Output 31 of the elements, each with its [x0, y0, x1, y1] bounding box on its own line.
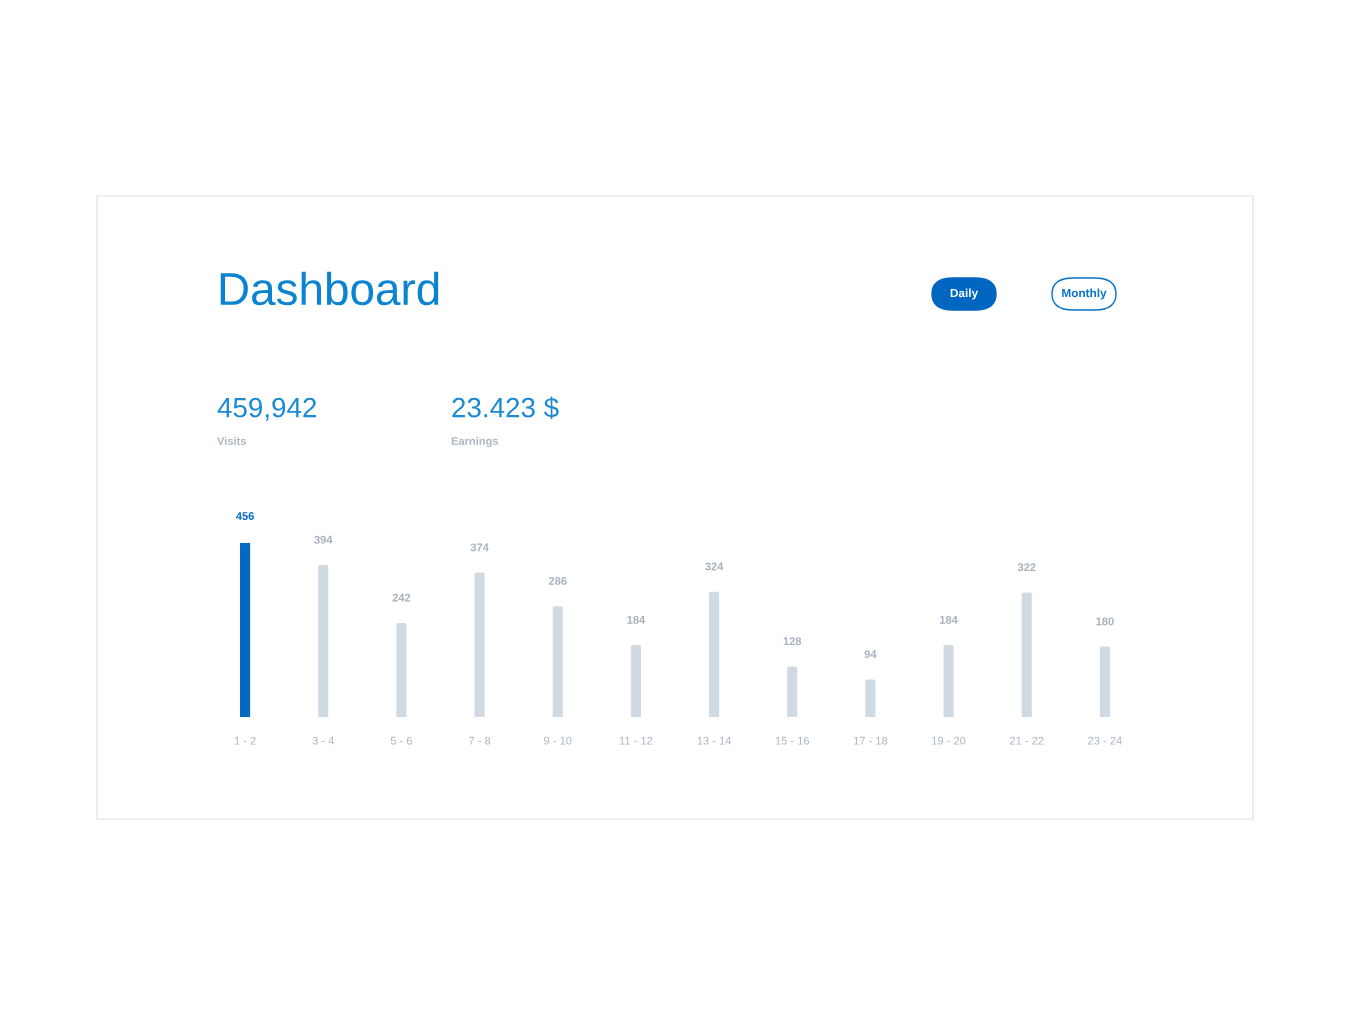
data-label: 184 — [940, 615, 958, 624]
x-tick-label: 19 - 20 — [932, 736, 966, 745]
data-label: 374 — [470, 543, 489, 552]
x-tick-label: 3 - 4 — [312, 736, 335, 745]
x-tick-label: 7 - 8 — [469, 736, 491, 745]
chart-title: Dashboard — [220, 271, 439, 306]
x-tick-label: 21 - 22 — [1010, 736, 1044, 745]
data-label: 242 — [392, 593, 411, 602]
x-tick-label: 15 - 16 — [775, 736, 810, 745]
x-tick-label: 11 - 12 — [619, 736, 653, 745]
x-tick-label: 1 - 2 — [234, 736, 256, 745]
text: Earnings — [451, 436, 499, 448]
data-label: 286 — [548, 576, 567, 585]
x-tick-label: 13 - 14 — [697, 736, 732, 745]
text: Daily — [950, 288, 979, 300]
text: Monthly — [1062, 288, 1107, 300]
text: 459,942 — [217, 397, 317, 421]
data-label: 456 — [235, 512, 254, 520]
data-label: 394 — [314, 535, 333, 544]
data-label: 184 — [627, 615, 646, 624]
data-label: 180 — [1096, 617, 1114, 626]
x-tick-label: 9 - 10 — [544, 736, 572, 745]
x-tick-label: 23 - 24 — [1088, 736, 1122, 745]
data-label: 94 — [864, 650, 877, 659]
x-tick-label: 17 - 18 — [853, 736, 888, 745]
x-tick-label: 5 - 6 — [390, 736, 413, 745]
text: Visits — [217, 436, 246, 445]
data-label: 322 — [1017, 563, 1036, 572]
text: 23.423 $ — [452, 396, 559, 420]
data-label: 128 — [783, 637, 802, 646]
data-label: 324 — [705, 562, 724, 571]
